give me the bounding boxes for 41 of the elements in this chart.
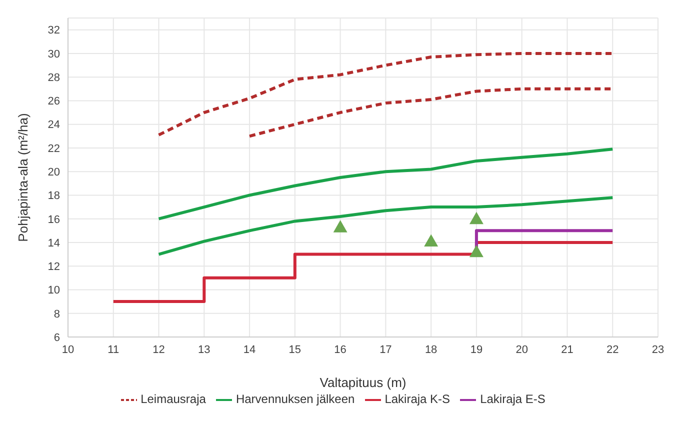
x-tick-label: 14 [243, 344, 256, 356]
x-tick-label: 13 [198, 344, 210, 356]
y-tick-label: 32 [48, 24, 60, 37]
y-tick-label: 14 [48, 237, 60, 250]
point [424, 234, 438, 247]
y-tick-label: 8 [54, 308, 60, 320]
x-tick-label: 18 [424, 344, 438, 356]
y-tick-label: 10 [48, 284, 60, 297]
line-series [157, 148, 614, 220]
y-tick-label: 24 [48, 119, 60, 132]
x-tick-label: 15 [288, 344, 302, 356]
x-tick-label: 17 [380, 344, 392, 356]
x-tick-label: 19 [470, 344, 483, 356]
point [469, 244, 484, 258]
x-tick-label: 21 [561, 344, 574, 356]
y-tick-label: 6 [54, 332, 60, 344]
x-tick-label: 20 [516, 344, 528, 356]
x-tick-label: 22 [606, 344, 619, 356]
point [469, 212, 484, 224]
legend-label: Leimausraja [140, 392, 206, 406]
x-tick-label: 10 [62, 344, 74, 356]
y-tick-label: 12 [48, 261, 60, 274]
y-tick-label: 16 [48, 214, 60, 226]
line-series [157, 52, 614, 136]
x-tick-label: 23 [652, 344, 664, 356]
line-series [157, 196, 614, 256]
y-tick-label: 20 [48, 166, 60, 178]
legend-label: Lakiraja E-S [480, 392, 546, 406]
x-tick-label: 12 [152, 344, 165, 356]
legend-label: Lakiraja K-S [384, 392, 450, 406]
y-tick-label: 18 [48, 190, 60, 202]
x-tick-label: 16 [334, 344, 346, 356]
y-axis-title: Pohjapinta-ala (m²/ha) [16, 113, 31, 242]
point [333, 220, 348, 232]
x-tick-label: 11 [108, 344, 120, 356]
y-tick-label: 30 [48, 48, 60, 60]
y-tick-label: 22 [48, 142, 60, 155]
legend-label: Harvennuksen jälkeen [236, 392, 355, 406]
y-tick-label: 28 [48, 72, 60, 84]
x-axis-title: Valtapituus (m) [320, 375, 406, 390]
y-tick-label: 26 [48, 96, 60, 108]
